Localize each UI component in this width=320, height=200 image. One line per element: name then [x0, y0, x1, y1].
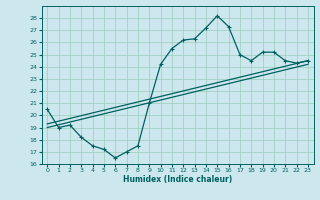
X-axis label: Humidex (Indice chaleur): Humidex (Indice chaleur): [123, 175, 232, 184]
